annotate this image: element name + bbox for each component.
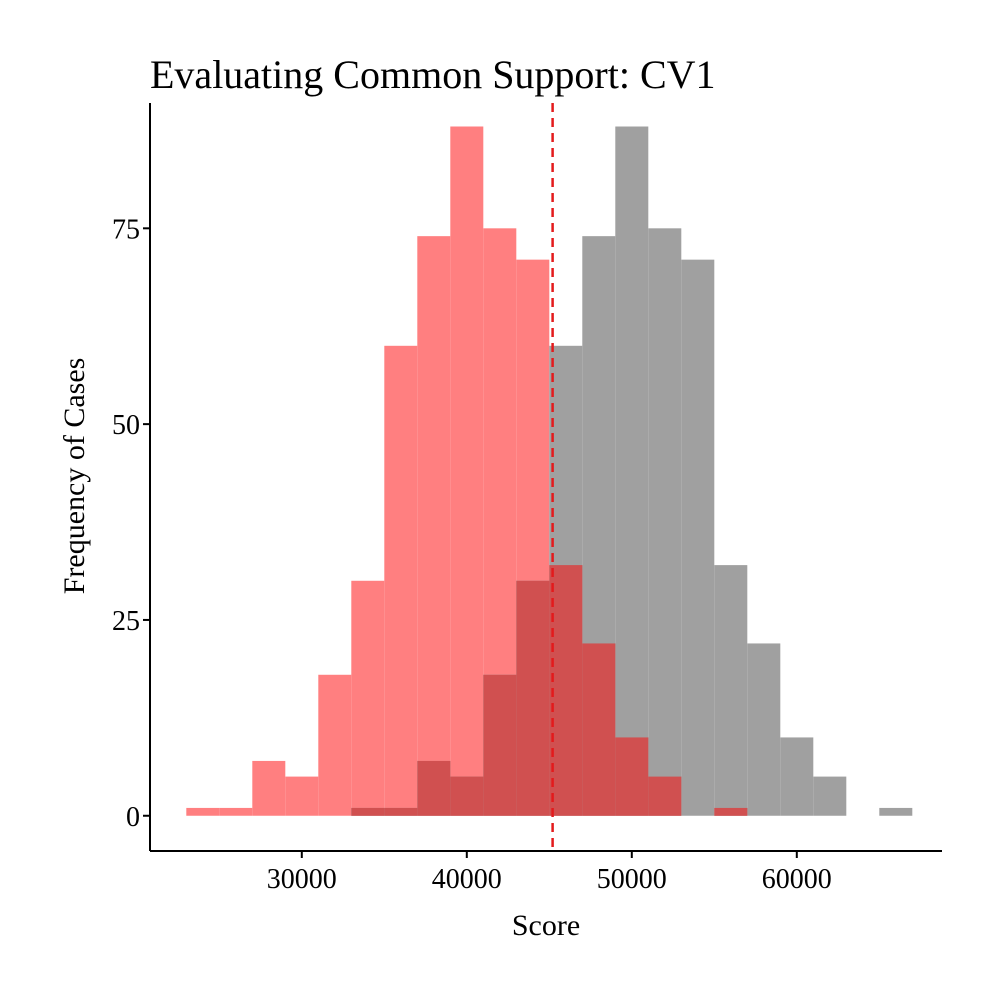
bar-group-red-25000 [219,807,253,816]
y-tick-label-25: 25 [112,606,140,637]
bar-group-gray-55000 [714,565,748,816]
bar-group-gray-53000 [681,259,715,816]
x-tick-label-30000: 30000 [267,864,337,895]
bar-group-red-39000 [450,126,484,816]
bars-layer [186,103,913,851]
bar-overlap-35000 [384,807,418,816]
bar-group-red-31000 [318,674,352,816]
bar-group-red-27000 [252,760,286,816]
bar-overlap-49000 [615,737,649,816]
x-tick-label-40000: 40000 [432,864,502,895]
bar-overlap-39000 [450,776,484,816]
x-axis-label: Score [512,909,580,942]
bar-group-red-29000 [285,776,319,816]
chart-title: Evaluating Common Support: CV1 [150,52,716,97]
bar-group-gray-61000 [813,776,847,816]
bar-overlap-51000 [648,776,682,816]
bar-group-red-33000 [351,580,385,816]
bar-overlap-45000 [549,565,583,816]
y-axis-label: Frequency of Cases [58,358,91,595]
bar-overlap-55000 [714,807,748,816]
x-tick-label-60000: 60000 [762,864,832,895]
x-tick-label-50000: 50000 [597,864,667,895]
y-tick-label-50: 50 [112,410,140,441]
y-tick-label-0: 0 [126,802,140,833]
bar-overlap-41000 [483,674,517,816]
bar-group-red-37000 [417,236,451,816]
bar-group-red-23000 [186,807,220,816]
bar-group-gray-49000 [615,126,649,816]
bar-group-gray-59000 [780,737,814,816]
bar-group-gray-51000 [648,228,682,816]
bar-group-red-35000 [384,345,418,816]
bar-overlap-47000 [582,643,616,816]
bar-overlap-43000 [516,580,550,816]
bar-group-gray-65000 [879,807,913,816]
bar-overlap-37000 [417,760,451,816]
axes-layer: 0 25 50 75 30000 40000 50000 60000 [112,103,942,895]
bar-group-gray-57000 [747,643,781,816]
y-tick-label-75: 75 [112,214,140,245]
bar-overlap-33000 [351,807,385,816]
